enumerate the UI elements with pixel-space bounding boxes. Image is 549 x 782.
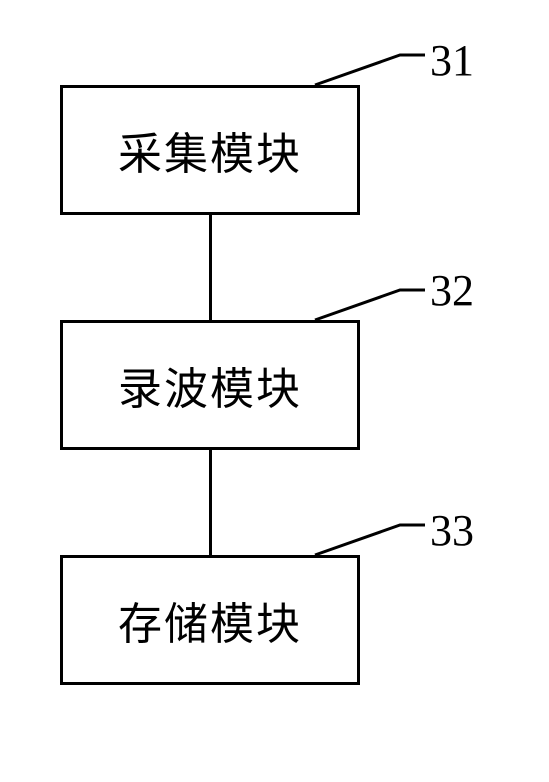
module-box-3: 存储模块 [60,555,360,685]
connector-2-3 [209,450,212,555]
module-label-1: 采集模块 [118,118,302,182]
module-label-3: 存储模块 [118,588,302,652]
label-number-1: 31 [430,35,474,86]
module-label-2: 录波模块 [118,353,302,417]
flowchart-diagram: 采集模块 31 录波模块 32 存储模块 33 [0,0,549,782]
label-number-3: 33 [430,505,474,556]
module-box-2: 录波模块 [60,320,360,450]
module-box-1: 采集模块 [60,85,360,215]
label-number-2: 32 [430,265,474,316]
connector-1-2 [209,215,212,320]
